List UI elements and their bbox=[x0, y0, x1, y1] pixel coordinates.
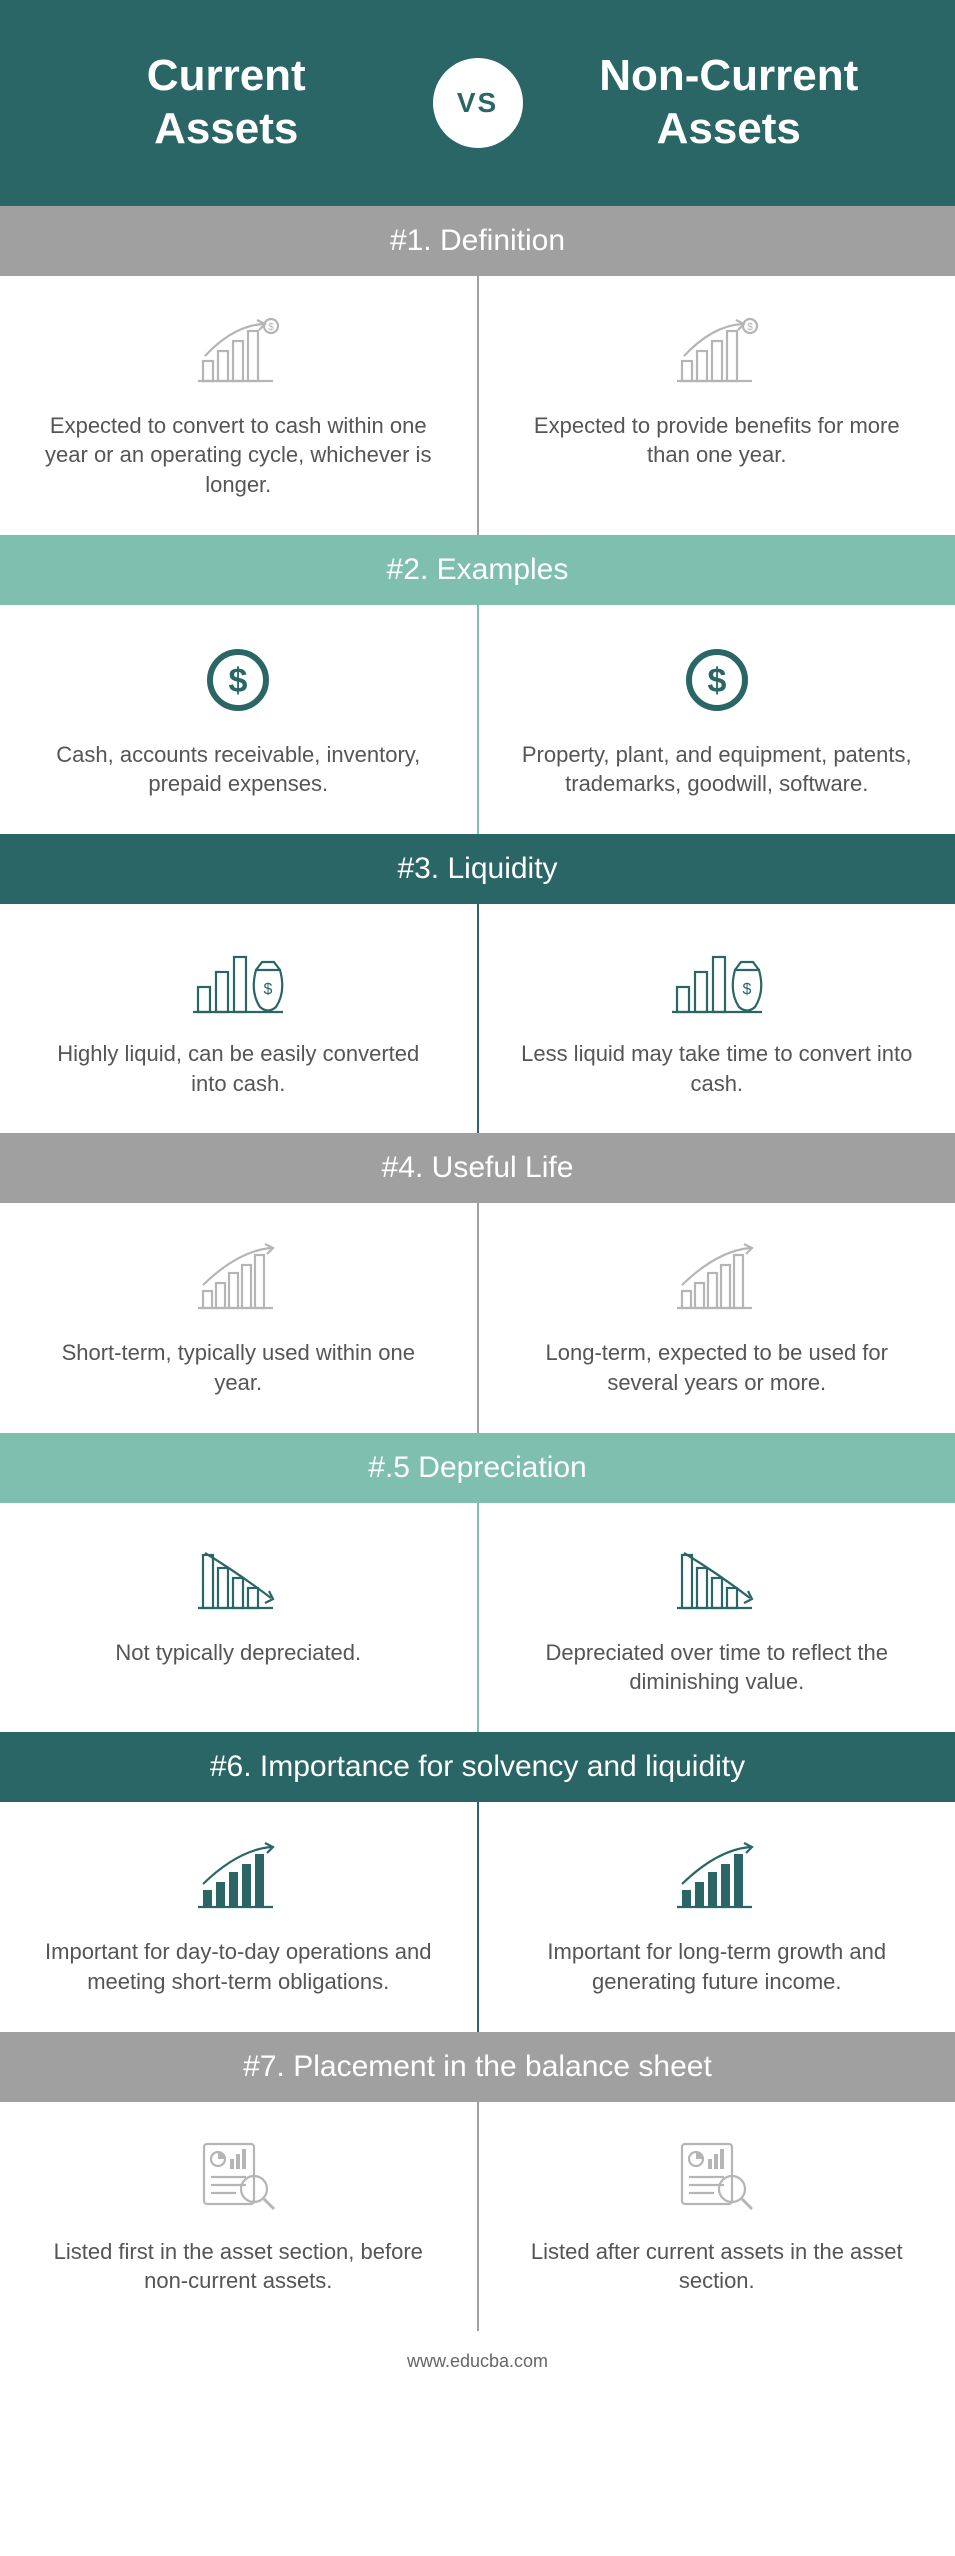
left-desc-2: Cash, accounts receivable, inventory, pr… bbox=[40, 740, 437, 799]
svg-text:$: $ bbox=[229, 662, 248, 700]
barchart-dollar-icon: $ bbox=[672, 316, 762, 386]
vs-badge: VS bbox=[433, 58, 523, 148]
svg-text:$: $ bbox=[707, 662, 726, 700]
right-col-2: $ Property, plant, and equipment, patent… bbox=[479, 605, 955, 834]
right-icon-5 bbox=[672, 1533, 762, 1623]
section-header-4: #4. Useful Life bbox=[0, 1133, 955, 1203]
left-col-1: $ Expected to convert to cash within one… bbox=[0, 276, 479, 535]
left-col-4: Short-term, typically used within one ye… bbox=[0, 1203, 479, 1432]
section-row-4: Short-term, typically used within one ye… bbox=[0, 1203, 955, 1432]
barchart-down-icon bbox=[193, 1543, 283, 1613]
barchart-down-icon bbox=[672, 1543, 762, 1613]
right-col-6: Important for long-term growth and gener… bbox=[479, 1802, 955, 2031]
right-icon-1: $ bbox=[672, 306, 762, 396]
left-col-5: Not typically depreciated. bbox=[0, 1503, 479, 1732]
section-header-5: #.5 Depreciation bbox=[0, 1433, 955, 1503]
left-desc-4: Short-term, typically used within one ye… bbox=[40, 1338, 437, 1397]
section-header-2: #2. Examples bbox=[0, 535, 955, 605]
left-icon-5 bbox=[193, 1533, 283, 1623]
dollar-circle-icon: $ bbox=[203, 645, 273, 715]
left-col-7: Listed first in the asset section, befor… bbox=[0, 2102, 479, 2331]
report-magnifier-icon bbox=[674, 2139, 759, 2214]
right-col-7: Listed after current assets in the asset… bbox=[479, 2102, 955, 2331]
barchart-dollar-icon: $ bbox=[193, 316, 283, 386]
svg-text:$: $ bbox=[742, 981, 751, 998]
left-icon-6 bbox=[193, 1832, 283, 1922]
right-desc-4: Long-term, expected to be used for sever… bbox=[519, 1338, 916, 1397]
left-col-2: $ Cash, accounts receivable, inventory, … bbox=[0, 605, 479, 834]
right-col-5: Depreciated over time to reflect the dim… bbox=[479, 1503, 955, 1732]
footer-url: www.educba.com bbox=[0, 2331, 955, 2392]
left-icon-2: $ bbox=[203, 635, 273, 725]
left-icon-4 bbox=[193, 1233, 283, 1323]
section-row-3: $ Highly liquid, can be easily converted… bbox=[0, 904, 955, 1133]
section-row-2: $ Cash, accounts receivable, inventory, … bbox=[0, 605, 955, 834]
right-desc-1: Expected to provide benefits for more th… bbox=[519, 411, 916, 470]
left-icon-3: $ bbox=[188, 934, 288, 1024]
left-col-6: Important for day-to-day operations and … bbox=[0, 1802, 479, 2031]
svg-text:$: $ bbox=[264, 981, 273, 998]
svg-text:$: $ bbox=[747, 322, 753, 333]
left-icon-7 bbox=[196, 2132, 281, 2222]
section-row-6: Important for day-to-day operations and … bbox=[0, 1802, 955, 2031]
infographic-header: CurrentAssets VS Non-CurrentAssets bbox=[0, 0, 955, 206]
report-magnifier-icon bbox=[196, 2139, 281, 2214]
section-header-1: #1. Definition bbox=[0, 206, 955, 276]
right-desc-6: Important for long-term growth and gener… bbox=[519, 1937, 916, 1996]
header-left: CurrentAssets bbox=[20, 50, 433, 156]
right-col-1: $ Expected to provide benefits for more … bbox=[479, 276, 955, 535]
section-header-7: #7. Placement in the balance sheet bbox=[0, 2032, 955, 2102]
section-header-3: #3. Liquidity bbox=[0, 834, 955, 904]
right-desc-5: Depreciated over time to reflect the dim… bbox=[519, 1638, 916, 1697]
right-desc-3: Less liquid may take time to convert int… bbox=[519, 1039, 916, 1098]
section-header-6: #6. Importance for solvency and liquidit… bbox=[0, 1732, 955, 1802]
header-right: Non-CurrentAssets bbox=[523, 50, 936, 156]
barchart-up-filled-icon bbox=[672, 1842, 762, 1912]
right-icon-2: $ bbox=[682, 635, 752, 725]
left-title: CurrentAssets bbox=[20, 50, 433, 156]
left-desc-5: Not typically depreciated. bbox=[115, 1638, 361, 1668]
svg-text:$: $ bbox=[268, 322, 274, 333]
dollar-circle-icon: $ bbox=[682, 645, 752, 715]
barchart-up-filled-icon bbox=[193, 1842, 283, 1912]
bars-moneybag-icon: $ bbox=[667, 942, 767, 1017]
right-title: Non-CurrentAssets bbox=[523, 50, 936, 156]
right-icon-6 bbox=[672, 1832, 762, 1922]
right-icon-7 bbox=[674, 2132, 759, 2222]
left-icon-1: $ bbox=[193, 306, 283, 396]
left-desc-1: Expected to convert to cash within one y… bbox=[40, 411, 437, 500]
right-col-3: $ Less liquid may take time to convert i… bbox=[479, 904, 955, 1133]
left-desc-3: Highly liquid, can be easily converted i… bbox=[40, 1039, 437, 1098]
right-desc-7: Listed after current assets in the asset… bbox=[519, 2237, 916, 2296]
right-icon-4 bbox=[672, 1233, 762, 1323]
left-desc-7: Listed first in the asset section, befor… bbox=[40, 2237, 437, 2296]
section-row-1: $ Expected to convert to cash within one… bbox=[0, 276, 955, 535]
right-col-4: Long-term, expected to be used for sever… bbox=[479, 1203, 955, 1432]
left-desc-6: Important for day-to-day operations and … bbox=[40, 1937, 437, 1996]
section-row-7: Listed first in the asset section, befor… bbox=[0, 2102, 955, 2331]
right-desc-2: Property, plant, and equipment, patents,… bbox=[519, 740, 916, 799]
left-col-3: $ Highly liquid, can be easily converted… bbox=[0, 904, 479, 1133]
bars-moneybag-icon: $ bbox=[188, 942, 288, 1017]
section-row-5: Not typically depreciated. Depreciated o… bbox=[0, 1503, 955, 1732]
barchart-up-icon bbox=[672, 1243, 762, 1313]
right-icon-3: $ bbox=[667, 934, 767, 1024]
barchart-up-icon bbox=[193, 1243, 283, 1313]
